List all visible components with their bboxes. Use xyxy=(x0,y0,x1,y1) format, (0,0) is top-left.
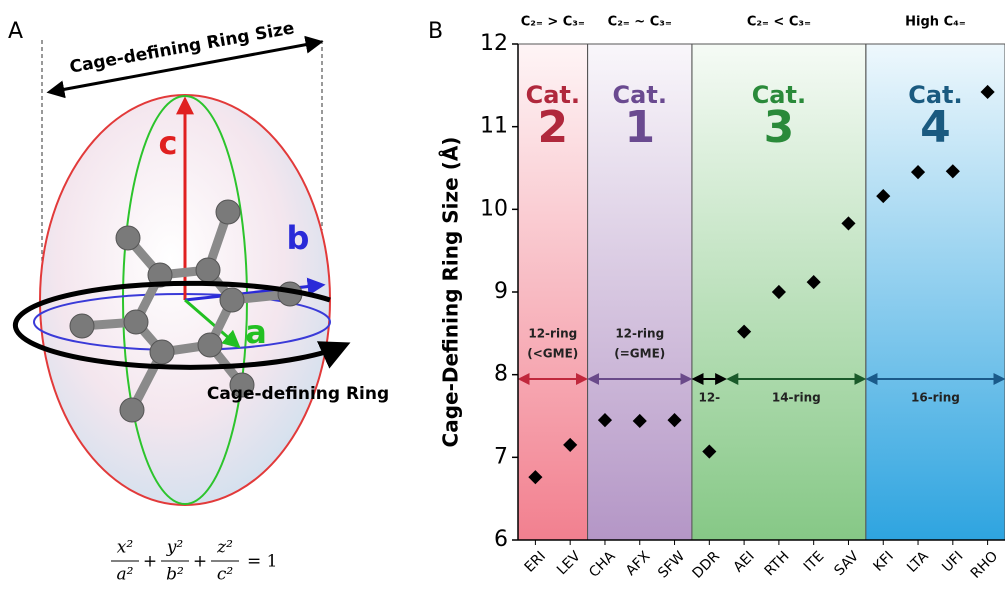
eq-denominator: c² xyxy=(217,565,234,585)
ring-span-label: 16-ring xyxy=(911,391,960,405)
ring-span-label: 12- xyxy=(698,391,720,405)
region-header: C₂₌ > C₃₌ xyxy=(521,15,585,30)
x-tick-label: DDR xyxy=(690,548,724,582)
y-tick-label: 6 xyxy=(494,527,508,552)
ring-span-label: (=GME) xyxy=(614,347,665,361)
ring-span-label: 12-ring xyxy=(528,327,577,341)
x-tick-label: RHO xyxy=(968,548,1001,581)
region-number: 1 xyxy=(624,102,655,153)
eq-numerator: y² xyxy=(166,538,184,558)
axis-b-label: b xyxy=(287,219,310,257)
eq-denominator: a² xyxy=(117,565,134,585)
region-header: C₂₌ < C₃₌ xyxy=(747,15,811,30)
y-tick-label: 11 xyxy=(480,114,508,139)
equation: x² a² + y² b² + z² c² = 1 xyxy=(111,538,277,585)
eq-numerator: z² xyxy=(216,538,233,558)
region-header: High C₄₌ xyxy=(905,15,966,30)
y-tick-label: 12 xyxy=(480,31,508,56)
panel-label: B xyxy=(428,19,443,44)
eq-operator: + xyxy=(193,552,207,572)
ring-span-label: (<GME) xyxy=(527,347,578,361)
region-header: C₂₌ ~ C₃₌ xyxy=(608,15,672,30)
x-tick-label: ITE xyxy=(801,548,828,575)
y-tick-label: 8 xyxy=(494,362,508,387)
y-tick-label: 7 xyxy=(494,444,508,469)
eq-operator: + xyxy=(143,552,157,572)
region-number: 4 xyxy=(920,102,951,153)
ring-span-label: 12-ring xyxy=(615,327,664,341)
x-tick-label: AFX xyxy=(623,548,654,579)
region-number: 3 xyxy=(764,102,795,153)
y-axis-label: Cage-Defining Ring Size (Å) xyxy=(439,137,463,448)
ring-label: Cage-defining Ring xyxy=(207,384,389,404)
axis-a-label: a xyxy=(245,313,267,351)
ring-span-label: 14-ring xyxy=(772,391,821,405)
figure: A Cage-defining Ring Size c b a Cage-def… xyxy=(0,0,1005,594)
x-tick-label: LTA xyxy=(904,548,932,576)
x-tick-label: KFI xyxy=(870,548,896,574)
x-tick-label: ERI xyxy=(522,548,549,575)
x-tick-label: CHA xyxy=(586,548,619,581)
axis-c-label: c xyxy=(159,124,178,162)
x-tick-label: SFW xyxy=(655,548,688,581)
eq-denominator: b² xyxy=(166,565,184,585)
x-tick-label: SAV xyxy=(831,548,862,579)
y-tick-label: 9 xyxy=(494,279,508,304)
region-number: 2 xyxy=(537,102,568,153)
y-tick-label: 10 xyxy=(480,196,508,221)
eq-numerator: x² xyxy=(117,538,134,558)
panel-a: A Cage-defining Ring Size c b a Cage-def… xyxy=(8,18,389,584)
x-tick-label: RTH xyxy=(762,548,793,579)
x-tick-label: UFI xyxy=(939,548,966,575)
x-tick-label: AEI xyxy=(730,548,757,575)
panel-label: A xyxy=(8,19,23,44)
x-tick-label: LEV xyxy=(554,548,584,578)
eq-rhs: = 1 xyxy=(247,552,277,572)
panel-b: C₂₌ > C₃₌Cat.2C₂₌ ~ C₃₌Cat.1C₂₌ < C₃₌Cat… xyxy=(428,15,1005,582)
